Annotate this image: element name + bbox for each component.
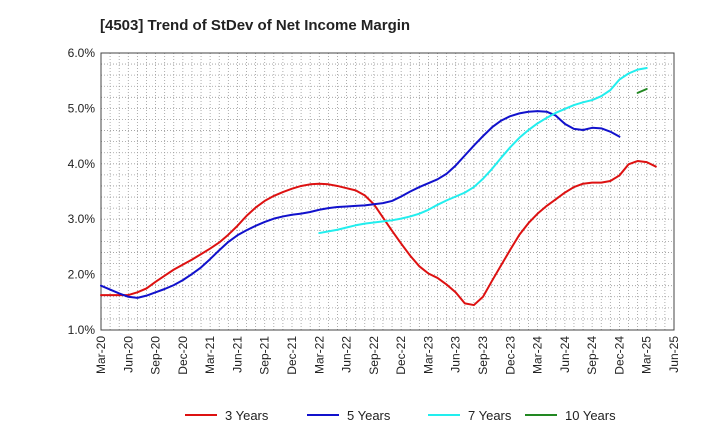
plot-background <box>101 53 674 330</box>
chart-title: [4503] Trend of StDev of Net Income Marg… <box>100 17 410 34</box>
x-tick-label: Dec-23 <box>503 336 517 375</box>
x-tick-label: Dec-20 <box>176 336 190 375</box>
series-line-3-years <box>100 160 657 307</box>
x-tick-label: Mar-23 <box>421 336 435 374</box>
x-tick-label: Jun-23 <box>449 336 463 373</box>
x-tick-label: Mar-20 <box>94 336 108 374</box>
y-tick-label: 4.0% <box>68 157 96 171</box>
x-tick-label: Jun-24 <box>558 336 572 373</box>
legend-label: 7 Years <box>468 408 512 423</box>
x-tick-label: Mar-22 <box>312 336 326 374</box>
x-tick-label: Sep-24 <box>585 336 599 375</box>
x-tick-label: Dec-21 <box>285 336 299 375</box>
legend-label: 5 Years <box>347 408 391 423</box>
series-line-7-years <box>318 66 648 235</box>
x-tick-label: Dec-22 <box>394 336 408 375</box>
y-tick-label: 6.0% <box>68 46 96 60</box>
axes <box>100 52 675 331</box>
y-tick-label: 3.0% <box>68 212 96 226</box>
x-tick-label: Mar-25 <box>640 336 654 374</box>
y-tick-label: 1.0% <box>68 323 96 337</box>
x-tick-label: Mar-21 <box>203 336 217 374</box>
legend-label: 10 Years <box>565 408 616 423</box>
plot-border <box>100 52 675 331</box>
series-group <box>100 66 657 307</box>
x-tick-label: Sep-21 <box>258 336 272 375</box>
x-tick-label: Sep-22 <box>367 336 381 375</box>
x-tick-label: Dec-24 <box>612 336 626 375</box>
y-tick-label: 5.0% <box>68 101 96 115</box>
plot-area <box>101 53 674 330</box>
x-tick-label: Jun-21 <box>230 336 244 373</box>
series-line-10-years <box>636 88 648 94</box>
x-tick-label: Jun-25 <box>667 336 681 373</box>
y-tick-labels: 1.0% 2.0% 3.0% 4.0% 5.0% 6.0% <box>68 46 96 337</box>
y-tick-label: 2.0% <box>68 268 96 282</box>
x-tick-label: Sep-20 <box>149 336 163 375</box>
x-tick-label: Jun-22 <box>340 336 354 373</box>
legend-label: 3 Years <box>225 408 269 423</box>
x-tick-label: Jun-20 <box>121 336 135 373</box>
series-line-5-years <box>100 110 621 299</box>
x-tick-labels: Mar-20 Jun-20 Sep-20 Dec-20 Mar-21 Jun-21 Sep-… <box>94 336 681 375</box>
x-tick-label: Mar-24 <box>531 336 545 374</box>
x-tick-label: Sep-23 <box>476 336 490 375</box>
legend: 3 Years 5 Years 7 Years 10 Years <box>185 408 616 423</box>
